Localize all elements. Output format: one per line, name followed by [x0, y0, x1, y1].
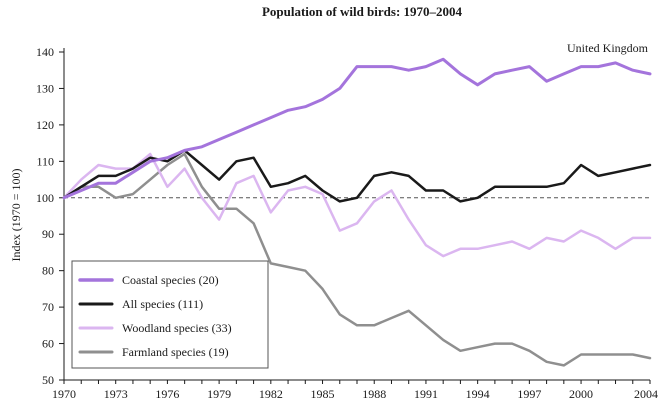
x-tick-label: 1976 — [155, 387, 179, 401]
y-tick-label: 50 — [42, 373, 54, 387]
legend-label: All species (111) — [122, 297, 203, 311]
y-tick-label: 110 — [36, 154, 54, 168]
x-tick-label: 1979 — [207, 387, 231, 401]
x-tick-label: 1982 — [259, 387, 283, 401]
x-tick-label: 1985 — [311, 387, 335, 401]
y-tick-label: 130 — [36, 81, 54, 95]
y-tick-label: 60 — [42, 337, 54, 351]
x-tick-label: 1970 — [52, 387, 76, 401]
series-line-1 — [62, 149, 652, 203]
y-tick-label: 100 — [36, 191, 54, 205]
y-tick-label: 70 — [42, 300, 54, 314]
series-group — [62, 57, 652, 367]
x-tick-label: 2000 — [569, 387, 593, 401]
series-line-3 — [62, 152, 652, 367]
y-axis-label: Index (1970 = 100) — [9, 168, 23, 261]
legend-label: Farmland species (19) — [122, 345, 229, 359]
x-tick-label: 1994 — [466, 387, 490, 401]
chart-region-label: United Kingdom — [567, 41, 649, 55]
legend-label: Coastal species (20) — [122, 273, 219, 287]
x-tick-label: 1973 — [104, 387, 128, 401]
series-line-0 — [62, 57, 652, 200]
y-tick-label: 120 — [36, 118, 54, 132]
y-tick-label: 140 — [36, 45, 54, 59]
x-tick-label: 1988 — [362, 387, 386, 401]
legend: Coastal species (20) All species (111) Woo… — [71, 260, 269, 369]
chart-title: Population of wild birds: 1970–2004 — [262, 4, 463, 19]
legend-label: Woodland species (33) — [122, 321, 232, 335]
x-tick-label: 1997 — [517, 387, 541, 401]
axes: 50 60 70 80 90 100 110 120 130 140 1970 1973 1976 197… — [36, 45, 658, 401]
series-line-2 — [62, 152, 652, 258]
y-tick-label: 90 — [42, 227, 54, 241]
y-tick-label: 80 — [42, 264, 54, 278]
x-tick-label: 2004 — [634, 387, 658, 401]
x-tick-label: 1991 — [414, 387, 438, 401]
